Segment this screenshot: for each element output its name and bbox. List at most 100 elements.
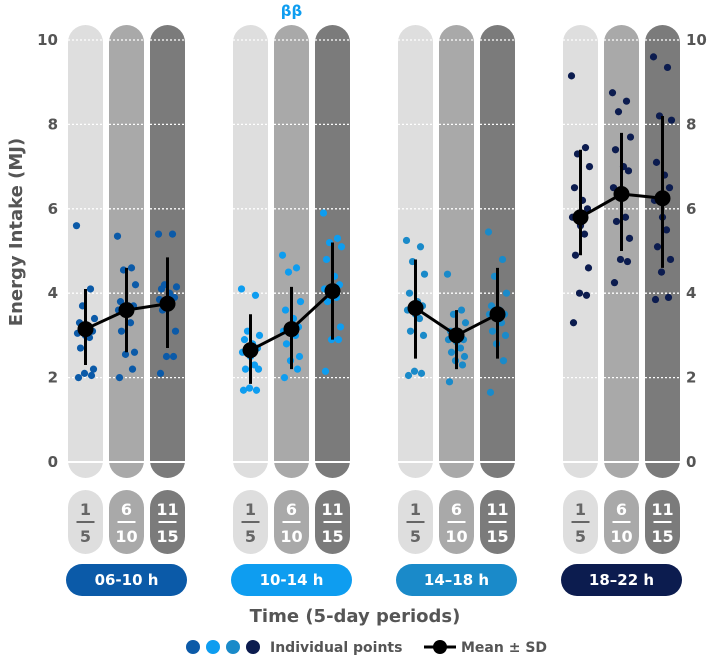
- data-point: [323, 298, 332, 306]
- period-label-start: 6: [286, 500, 297, 519]
- legend-mean-marker: [433, 640, 447, 654]
- data-point: [121, 350, 130, 358]
- data-point: [337, 243, 346, 251]
- data-point: [251, 291, 260, 299]
- data-point: [484, 228, 493, 236]
- period-label-end: 15: [486, 527, 508, 546]
- data-point: [76, 344, 85, 352]
- period-label-start: 6: [616, 500, 627, 519]
- data-point: [612, 217, 621, 226]
- data-point: [623, 257, 632, 266]
- data-point: [162, 352, 171, 361]
- y-tick-label-right: 6: [686, 200, 696, 218]
- period-column: [150, 25, 185, 478]
- data-point: [278, 251, 287, 259]
- data-point: [419, 331, 428, 339]
- mean-marker: [407, 299, 424, 316]
- data-point: [131, 281, 140, 289]
- group-label-pill: [561, 564, 682, 596]
- data-point: [245, 384, 254, 392]
- annotations: ββ: [281, 2, 303, 20]
- mean-sd-series: [77, 115, 671, 384]
- data-point: [113, 232, 122, 240]
- data-point: [666, 255, 675, 264]
- data-point: [447, 348, 456, 356]
- data-point: [319, 209, 328, 217]
- period-column: [233, 25, 268, 478]
- group-labels: 06-10 h 10-14 h 14–18 h 18–22 h: [66, 564, 682, 596]
- period-label-end: 5: [245, 527, 256, 546]
- data-point: [172, 283, 181, 291]
- data-point: [457, 306, 466, 314]
- data-point: [460, 352, 469, 361]
- mean-marker: [613, 186, 630, 203]
- data-point: [240, 336, 249, 344]
- data-point: [608, 89, 617, 97]
- period-label-start: 1: [410, 500, 421, 519]
- y-tick-label-left: 10: [37, 31, 58, 49]
- data-point: [443, 270, 452, 278]
- data-point: [282, 340, 291, 348]
- period-column: [274, 25, 309, 478]
- data-point: [292, 264, 301, 272]
- mean-marker: [159, 295, 176, 312]
- data-point: [321, 367, 330, 375]
- legend-point-swatch: [226, 640, 240, 654]
- y-axis-title: Energy Intake (MJ): [6, 138, 27, 326]
- y-tick-label-left: 2: [48, 369, 58, 387]
- data-point: [486, 388, 495, 396]
- data-point: [502, 289, 511, 297]
- data-point: [333, 234, 342, 242]
- y-tick-label-left: 0: [48, 453, 58, 471]
- mean-marker: [242, 342, 259, 359]
- group-label: 18–22 h: [589, 571, 654, 589]
- data-point: [295, 352, 304, 361]
- legend-mean-label: Mean ± SD: [461, 640, 547, 656]
- data-point: [498, 255, 507, 264]
- data-point: [614, 108, 623, 116]
- period-label-start: 1: [245, 500, 256, 519]
- period-label-end: 15: [321, 527, 343, 546]
- mean-marker: [118, 302, 135, 319]
- data-point: [171, 327, 180, 335]
- data-point: [127, 264, 136, 272]
- period-column: [480, 25, 515, 478]
- data-point: [74, 374, 83, 382]
- data-point: [662, 226, 671, 234]
- data-point: [625, 234, 634, 242]
- legend-point-swatch: [246, 640, 260, 654]
- mean-marker: [572, 209, 589, 226]
- y-tick-label-right: 0: [686, 453, 696, 471]
- data-point: [445, 378, 454, 386]
- mean-marker: [654, 190, 671, 207]
- legend-point-swatch: [186, 640, 200, 654]
- data-point: [461, 319, 470, 327]
- significance-annotation: ββ: [281, 2, 303, 20]
- y-tick-label-right: 2: [686, 369, 696, 387]
- mean-marker: [283, 321, 300, 338]
- data-point: [168, 230, 177, 238]
- period-column: [398, 25, 433, 478]
- period-column: [109, 25, 144, 478]
- data-point: [89, 365, 98, 373]
- period-label-start: 6: [451, 500, 462, 519]
- data-point: [126, 319, 135, 327]
- data-point: [657, 268, 666, 276]
- data-point: [626, 133, 635, 141]
- legend: Individual points Mean ± SD: [186, 640, 547, 656]
- data-point: [406, 327, 415, 335]
- y-tick-label-right: 4: [686, 284, 696, 302]
- group-label-pill: [231, 564, 352, 596]
- data-point: [255, 331, 264, 339]
- legend-points-label: Individual points: [270, 640, 402, 656]
- period-label-start: 1: [575, 500, 586, 519]
- period-label-start: 6: [121, 500, 132, 519]
- data-point: [580, 230, 589, 238]
- data-point: [653, 243, 662, 251]
- data-point: [293, 365, 302, 373]
- period-label-start: 11: [651, 500, 673, 519]
- mean-marker: [324, 283, 341, 300]
- period-label-end: 5: [410, 527, 421, 546]
- mean-marker: [489, 306, 506, 323]
